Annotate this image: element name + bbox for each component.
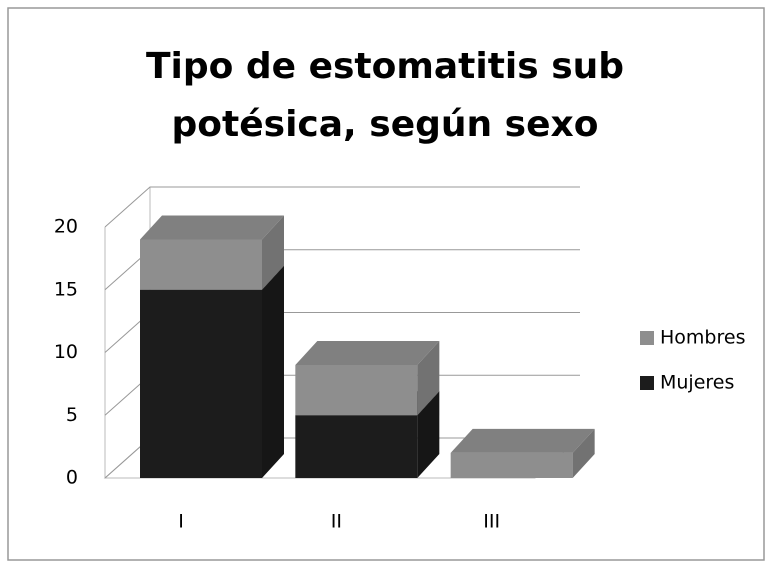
bar-face (417, 391, 440, 478)
grid-line (104, 186, 580, 228)
x-tick-label: II (331, 511, 342, 533)
legend-swatch (640, 331, 654, 345)
x-tick-label: III (483, 511, 500, 533)
bar-face (295, 415, 418, 478)
bar-face (295, 341, 440, 366)
y-tick-label: 15 (54, 278, 78, 300)
chart-title: Tipo de estomatitis sub potésica, según … (145, 46, 625, 145)
bar-face (417, 341, 440, 416)
bar-face (262, 265, 284, 478)
y-tick-label: 5 (66, 404, 78, 426)
bar-face (140, 215, 284, 240)
y-tick-label: 20 (54, 216, 78, 238)
bar (140, 215, 284, 290)
bar (140, 265, 284, 478)
legend-swatch (640, 376, 654, 390)
legend-label: Mujeres (660, 372, 734, 394)
bar-face (262, 215, 284, 290)
y-tick-label: 10 (54, 341, 78, 363)
frame (7, 7, 765, 561)
legend-label: Hombres (660, 327, 745, 349)
bar-face (140, 289, 262, 478)
x-tick-label: I (178, 511, 184, 533)
bar-face (450, 428, 595, 453)
bar-face (295, 365, 418, 416)
bar (450, 428, 595, 478)
bar (295, 341, 440, 416)
bar-face (450, 452, 573, 478)
y-tick-label: 0 (66, 467, 78, 489)
bar-face (572, 428, 595, 478)
bar-face (140, 239, 262, 290)
